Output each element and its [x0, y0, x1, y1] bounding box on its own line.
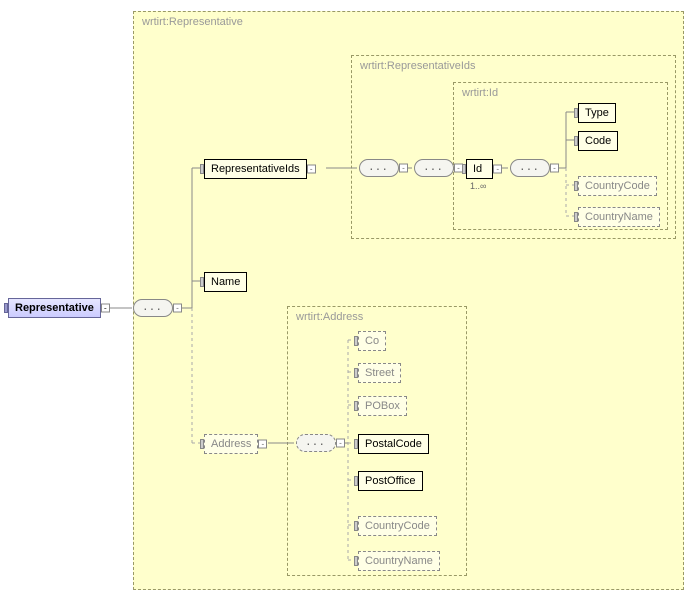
node-handle [354, 401, 358, 411]
sequence-dots-icon: ··· [143, 305, 163, 311]
node-handle [200, 164, 204, 174]
node-handle [4, 303, 8, 313]
sequence-dots-icon: ··· [369, 165, 389, 171]
node-co-label: Co [365, 335, 379, 347]
node-id-label: Id [473, 163, 482, 175]
node-postalcode-label: PostalCode [365, 438, 422, 450]
node-handle [200, 277, 204, 287]
node-handle [354, 521, 358, 531]
node-addr-countrycode: CountryCode [358, 516, 437, 536]
node-id: Id - [466, 159, 493, 179]
node-name: Name [204, 272, 247, 292]
group-id-label: wrtirt:Id [462, 87, 498, 99]
group-representative-label: wrtirt:Representative [142, 16, 243, 28]
node-handle [574, 108, 578, 118]
node-addr-countrycode-label: CountryCode [365, 520, 430, 532]
expander-icon[interactable]: - [258, 440, 267, 449]
node-postalcode: PostalCode [358, 434, 429, 454]
node-postoffice-label: PostOffice [365, 475, 416, 487]
expander-icon[interactable]: - [399, 164, 408, 173]
node-representative-label: Representative [15, 302, 94, 314]
node-co: Co [358, 331, 386, 351]
sequence-widget: ··· - [133, 299, 173, 317]
node-street-label: Street [365, 367, 394, 379]
node-id-countrycode: CountryCode [578, 176, 657, 196]
node-handle [200, 439, 204, 449]
node-representativeids: RepresentativeIds - [204, 159, 307, 179]
node-address: Address - [204, 434, 258, 454]
node-handle [462, 164, 466, 174]
sequence-dots-icon: ··· [520, 165, 540, 171]
node-handle [354, 556, 358, 566]
node-postoffice: PostOffice [358, 471, 423, 491]
node-address-label: Address [211, 438, 251, 450]
node-representativeids-label: RepresentativeIds [211, 163, 300, 175]
node-type: Type [578, 103, 616, 123]
sequence-dots-icon: ··· [306, 440, 326, 446]
node-handle [354, 476, 358, 486]
node-handle [354, 368, 358, 378]
diagram-canvas: wrtirt:Representative wrtirt:Representat… [0, 0, 692, 598]
node-code-label: Code [585, 135, 611, 147]
group-address-label: wrtirt:Address [296, 311, 363, 323]
node-id-countryname: CountryName [578, 207, 660, 227]
expander-icon[interactable]: - [493, 165, 502, 174]
expander-icon[interactable]: - [336, 439, 345, 448]
node-handle [574, 136, 578, 146]
node-pobox-label: POBox [365, 400, 400, 412]
node-type-label: Type [585, 107, 609, 119]
sequence-widget: ··· - [510, 159, 550, 177]
sequence-widget: ··· - [296, 434, 336, 452]
group-representativeids-label: wrtirt:RepresentativeIds [360, 60, 476, 72]
node-handle [354, 336, 358, 346]
node-code: Code [578, 131, 618, 151]
sequence-widget: ··· - [414, 159, 454, 177]
expander-icon[interactable]: - [173, 304, 182, 313]
node-handle [574, 212, 578, 222]
node-name-label: Name [211, 276, 240, 288]
node-street: Street [358, 363, 401, 383]
node-pobox: POBox [358, 396, 407, 416]
node-handle [354, 439, 358, 449]
node-id-countrycode-label: CountryCode [585, 180, 650, 192]
expander-icon[interactable]: - [550, 164, 559, 173]
node-handle [574, 181, 578, 191]
expander-icon[interactable]: - [307, 165, 316, 174]
node-addr-countryname: CountryName [358, 551, 440, 571]
node-addr-countryname-label: CountryName [365, 555, 433, 567]
sequence-widget: ··· - [359, 159, 399, 177]
node-id-countryname-label: CountryName [585, 211, 653, 223]
expander-icon[interactable]: - [101, 304, 110, 313]
node-representative: Representative - [8, 298, 101, 318]
cardinality-label: 1..∞ [470, 181, 486, 191]
sequence-dots-icon: ··· [424, 165, 444, 171]
